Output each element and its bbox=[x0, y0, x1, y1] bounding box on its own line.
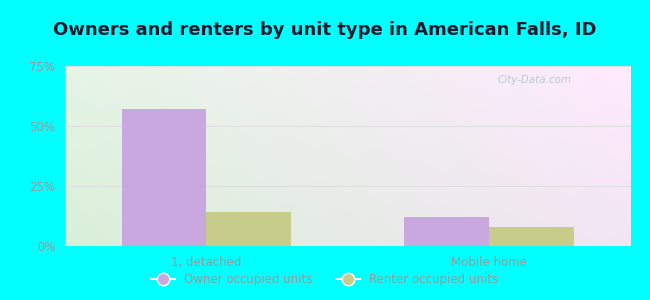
Text: City-Data.com: City-Data.com bbox=[497, 75, 571, 85]
Legend: Owner occupied units, Renter occupied units: Owner occupied units, Renter occupied un… bbox=[147, 269, 503, 291]
Bar bbox=[207, 212, 291, 246]
Text: Owners and renters by unit type in American Falls, ID: Owners and renters by unit type in Ameri… bbox=[53, 21, 597, 39]
Bar bbox=[489, 227, 574, 246]
Bar bbox=[122, 109, 207, 246]
Bar bbox=[404, 217, 489, 246]
